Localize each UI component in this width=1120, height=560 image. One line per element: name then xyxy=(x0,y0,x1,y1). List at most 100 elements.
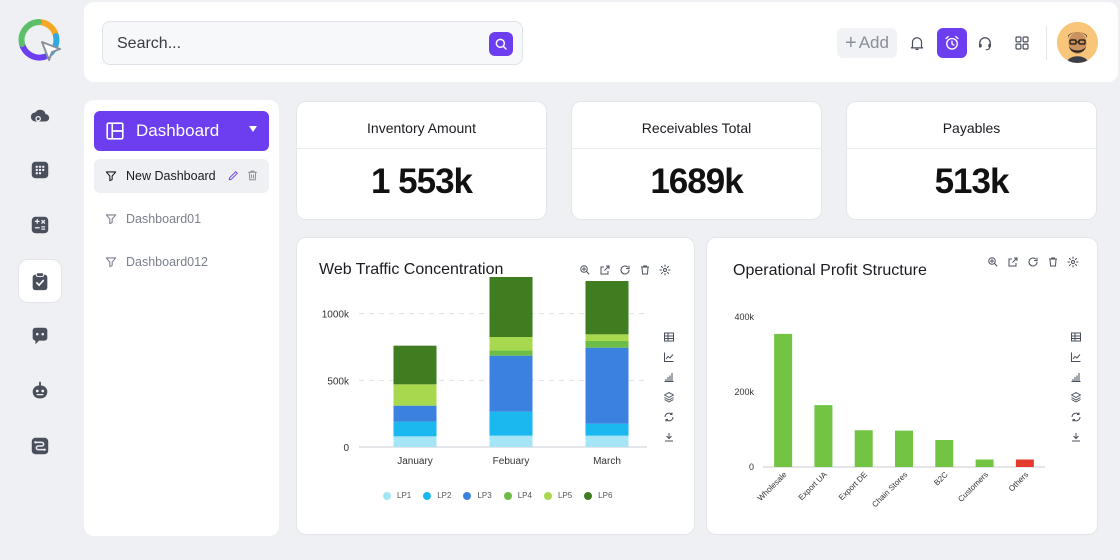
dashboard-panel: Dashboard New Dashboard Dashboard01 Dash… xyxy=(84,100,279,536)
bar-segment-lp3 xyxy=(585,347,629,424)
zoom-in-icon[interactable] xyxy=(579,264,591,276)
bar-segment-lp5 xyxy=(393,384,437,406)
web-traffic-chart: 0 500k 1000k January Febuary March xyxy=(322,277,647,467)
download-icon[interactable] xyxy=(663,431,675,443)
filter-icon xyxy=(105,214,117,225)
external-link-icon[interactable] xyxy=(599,264,611,276)
alarm-clock-icon[interactable] xyxy=(937,28,967,58)
kpi-title: Receivables Total xyxy=(641,120,752,136)
x-tick-label: Customers xyxy=(956,470,990,504)
headset-icon[interactable] xyxy=(970,28,1000,58)
refresh-icon[interactable] xyxy=(1027,256,1039,268)
line-chart-icon[interactable] xyxy=(1070,351,1082,363)
add-button[interactable]: + Add xyxy=(837,28,897,58)
bar xyxy=(814,405,833,467)
bar-segment-lp5 xyxy=(489,337,533,351)
search-input[interactable] xyxy=(117,32,477,56)
avatar[interactable] xyxy=(1057,22,1098,63)
legend-item-lp1[interactable]: LP1 xyxy=(383,491,411,500)
reload-icon[interactable] xyxy=(663,411,675,423)
legend-item-lp4[interactable]: LP4 xyxy=(503,491,532,500)
chart-toolbar xyxy=(579,264,671,276)
rail-workflow-icon[interactable] xyxy=(18,424,62,468)
bar-chart-icon[interactable] xyxy=(1070,371,1082,383)
reload-icon[interactable] xyxy=(1070,411,1082,423)
bar-segment-lp4 xyxy=(585,341,629,348)
legend-item-lp3[interactable]: LP3 xyxy=(463,491,492,500)
rail-clipboard-icon[interactable] xyxy=(18,259,62,303)
edit-icon[interactable] xyxy=(227,169,240,182)
gear-icon[interactable] xyxy=(1067,256,1079,268)
kpi-value: 1 553k xyxy=(370,162,473,201)
x-tick-label: Wholesale xyxy=(756,470,789,503)
trash-icon[interactable] xyxy=(246,169,259,182)
kpi-card-inventory: Inventory Amount 1 553k xyxy=(296,101,547,220)
dashboard-item[interactable]: Dashboard012 xyxy=(94,245,269,279)
legend-label: LP2 xyxy=(437,491,452,500)
legend-item-lp5[interactable]: LP5 xyxy=(543,491,572,500)
kpi-value: 513k xyxy=(934,162,1010,201)
bar xyxy=(935,440,954,467)
profit-structure-card: Operational Profit Structure 0 200k 400k Wh… xyxy=(706,237,1098,535)
dashboard-dropdown-label: Dashboard xyxy=(136,121,220,140)
external-link-icon[interactable] xyxy=(1007,256,1019,268)
stack-layers-icon[interactable] xyxy=(663,391,675,403)
x-tick-label: March xyxy=(593,456,621,467)
bar-chart-icon[interactable] xyxy=(663,371,675,383)
dashboard-item[interactable]: New Dashboard xyxy=(94,159,269,193)
zoom-in-icon[interactable] xyxy=(987,256,999,268)
bar-segment-lp1 xyxy=(393,436,437,447)
x-tick-label: Chain Stores xyxy=(870,470,909,509)
bar-segment-lp6 xyxy=(585,281,629,335)
dashboard-item-label: Dashboard012 xyxy=(126,255,209,269)
dashboard-item[interactable]: Dashboard01 xyxy=(94,202,269,236)
bar-segment-lp2 xyxy=(489,411,533,436)
layout-icon xyxy=(106,122,124,140)
bell-icon[interactable] xyxy=(902,28,932,58)
table-view-icon[interactable] xyxy=(1070,331,1082,343)
rail-robot-icon[interactable] xyxy=(18,369,62,413)
kpi-card-payables: Payables 513k xyxy=(846,101,1097,220)
apps-grid-icon[interactable] xyxy=(1007,28,1037,58)
gear-icon[interactable] xyxy=(659,264,671,276)
table-view-icon[interactable] xyxy=(663,331,675,343)
plus-icon: + xyxy=(845,32,857,54)
legend-item-lp6[interactable]: LP6 xyxy=(584,491,612,500)
bar xyxy=(854,430,873,467)
chart-toolbar xyxy=(987,256,1079,268)
kpi-divider xyxy=(572,148,821,149)
y-tick-label: 200k xyxy=(734,387,754,397)
rail-cloud-icon[interactable] xyxy=(18,94,62,138)
bar-segment-lp2 xyxy=(393,421,437,437)
download-icon[interactable] xyxy=(1070,431,1082,443)
refresh-icon[interactable] xyxy=(619,264,631,276)
kpi-card-receivables: Receivables Total 1689k xyxy=(571,101,822,220)
legend-item-lp2[interactable]: LP2 xyxy=(423,491,451,500)
trash-icon[interactable] xyxy=(639,264,651,276)
filter-icon xyxy=(105,257,117,268)
add-button-label: Add xyxy=(858,33,889,52)
line-chart-icon[interactable] xyxy=(663,351,675,363)
bar-segment-lp1 xyxy=(585,435,629,447)
x-tick-label: Febuary xyxy=(493,456,530,467)
icon-rail xyxy=(0,0,78,560)
bar xyxy=(975,459,994,467)
dashboard-item-label: Dashboard01 xyxy=(126,212,202,226)
web-traffic-card: Web Traffic Concentration 0 500k 1000k Janu… xyxy=(296,237,695,535)
chart-legend: LP1 LP2 LP3 LP4 LP5 LP6 xyxy=(383,491,612,500)
x-tick-label: January xyxy=(397,456,433,467)
filter-icon xyxy=(105,171,117,182)
rail-chat-bot-icon[interactable] xyxy=(18,314,62,358)
stack-layers-icon[interactable] xyxy=(1070,391,1082,403)
dashboard-dropdown-button[interactable]: Dashboard xyxy=(94,111,269,151)
trash-icon[interactable] xyxy=(1047,256,1059,268)
rail-grid-icon[interactable] xyxy=(18,148,62,192)
chart-side-toolbar xyxy=(1070,331,1082,443)
app-logo[interactable] xyxy=(14,16,64,66)
search-icon[interactable] xyxy=(489,32,513,56)
legend-label: LP4 xyxy=(517,491,532,500)
bar-segment-lp2 xyxy=(585,423,629,436)
y-tick-label: 1000k xyxy=(322,310,350,321)
rail-calculator-icon[interactable] xyxy=(18,203,62,247)
bar-segment-lp6 xyxy=(489,277,533,337)
